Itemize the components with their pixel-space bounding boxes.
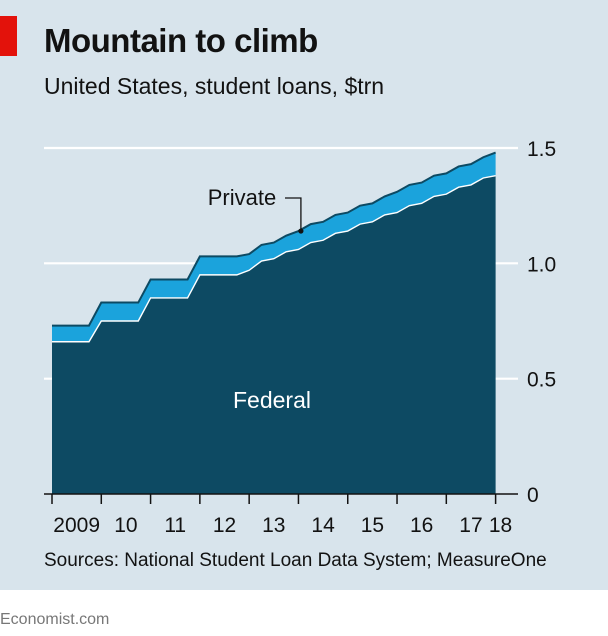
brand-tag bbox=[0, 16, 17, 56]
federal-area bbox=[52, 175, 496, 494]
x-tick-label-11: 11 bbox=[164, 514, 186, 537]
private-area bbox=[52, 152, 496, 342]
annotation-private-label: Private bbox=[208, 185, 276, 210]
x-tick-label-18: 18 bbox=[489, 514, 512, 537]
chart-subtitle: United States, student loans, $trn bbox=[44, 73, 385, 99]
x-tick-label-13: 13 bbox=[262, 514, 285, 537]
x-tick-label-2009: 2009 bbox=[53, 514, 100, 537]
x-tick-label-15: 15 bbox=[361, 514, 384, 537]
area-series bbox=[52, 151, 496, 494]
annotations: Private Federal bbox=[208, 185, 311, 413]
annotation-federal-label: Federal bbox=[233, 387, 311, 413]
x-tick-label-14: 14 bbox=[311, 514, 335, 537]
source-note: Sources: National Student Loan Data Syst… bbox=[44, 550, 547, 571]
annotation-private-leader bbox=[285, 197, 302, 232]
x-tick-label-16: 16 bbox=[410, 514, 433, 537]
x-tick-label-10: 10 bbox=[114, 514, 137, 537]
federal-boundary-line bbox=[52, 174, 496, 343]
x-axis bbox=[44, 493, 518, 504]
x-axis-labels: 2009 10 11 12 13 14 15 16 17 18 bbox=[53, 514, 512, 537]
annotation-private-dot bbox=[298, 228, 304, 234]
x-tick-label-17: 17 bbox=[459, 514, 482, 537]
y-axis-labels: 0 0.5 1.0 1.5 bbox=[527, 138, 556, 507]
y-tick-label-1.5: 1.5 bbox=[527, 138, 556, 161]
y-tick-label-1.0: 1.0 bbox=[527, 253, 556, 276]
y-tick-label-0: 0 bbox=[527, 484, 539, 507]
x-tick-label-12: 12 bbox=[213, 514, 236, 537]
publisher-footer: Economist.com bbox=[0, 611, 110, 628]
total-outline-line bbox=[52, 151, 496, 327]
y-tick-label-0.5: 0.5 bbox=[527, 369, 556, 392]
chart-title: Mountain to climb bbox=[44, 22, 318, 59]
